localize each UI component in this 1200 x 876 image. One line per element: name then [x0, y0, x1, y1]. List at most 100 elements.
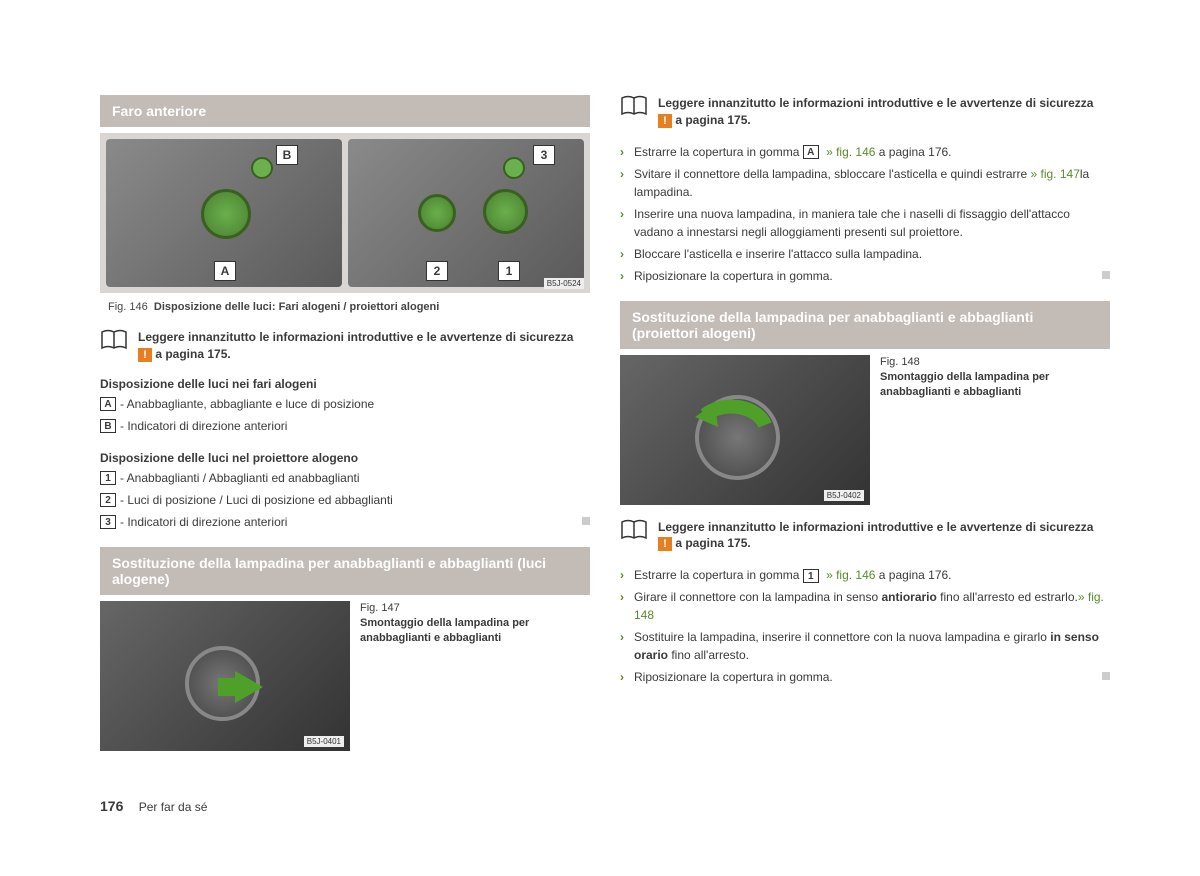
fig146-caption-text: Disposizione delle luci: Fari alogeni / … — [154, 301, 439, 313]
fig146-left-headlight: B A — [106, 139, 342, 287]
bulb-2 — [418, 194, 456, 232]
bulb-1 — [483, 189, 528, 234]
bullet-arrow-icon: › — [620, 267, 634, 285]
bullet-arrow-icon: › — [620, 588, 634, 624]
figure-146: B A 3 2 1 B5J-0524 — [100, 133, 590, 293]
step-b2: › Svitare il connettore della lampadina,… — [620, 165, 1110, 201]
label-1: 1 — [498, 261, 520, 281]
subtitle-proiettore: Disposizione delle luci nel proiettore a… — [100, 451, 590, 465]
figure-148: B5J-0402 — [620, 355, 870, 505]
fig146-code: B5J-0524 — [544, 278, 584, 289]
box-2: 2 — [100, 493, 116, 507]
step-b4: › Bloccare l'asticella e inserire l'atta… — [620, 245, 1110, 263]
fig147-caption: Fig. 147 Smontaggio della lampadina per … — [360, 601, 590, 751]
b2-text: Svitare il connettore della lampadina, s… — [634, 165, 1110, 201]
c1-box: 1 — [803, 569, 819, 583]
info1-p1: Leggere innanzitutto le informazioni int… — [138, 330, 573, 344]
box-B: B — [100, 419, 116, 433]
warn-icon: ! — [658, 114, 672, 128]
step-b3: › Inserire una nuova lampadina, in manie… — [620, 205, 1110, 241]
steps-list-1: › Estrarre la copertura in gomma A » fig… — [620, 143, 1110, 285]
b1-b: a pagina 176. — [875, 145, 951, 159]
label-A: A — [214, 261, 236, 281]
info2-p2: a pagina 175. — [675, 113, 750, 127]
footer-label: Per far da sé — [139, 800, 208, 814]
b1-a: Estrarre la copertura in gomma — [634, 145, 803, 159]
fig147-arrow-icon — [235, 671, 263, 703]
subtitle-fari: Disposizione delle luci nei fari alogeni — [100, 377, 590, 391]
c1-a: Estrarre la copertura in gomma — [634, 568, 803, 582]
fig148-caption: Fig. 148 Smontaggio della lampadina per … — [880, 355, 1110, 505]
box-3: 3 — [100, 515, 116, 529]
info-safety-2: Leggere innanzitutto le informazioni int… — [620, 95, 1110, 129]
info-text-2: Leggere innanzitutto le informazioni int… — [658, 95, 1110, 129]
fig148-arrow-icon — [690, 385, 780, 435]
label-2: 2 — [426, 261, 448, 281]
fig147-code: B5J-0401 — [304, 736, 344, 747]
fig147-text: Smontaggio della lampadina per anabbagli… — [360, 617, 529, 644]
bulb-A — [201, 189, 251, 239]
c2-a: Girare il connettore con la lampadina in… — [634, 590, 881, 604]
c3-b: fino all'arresto. — [668, 648, 749, 662]
figure-147-block: B5J-0401 Fig. 147 Smontaggio della lampa… — [100, 601, 590, 751]
b1-box: A — [803, 145, 819, 159]
section-header-sost-alogene: Sostituzione della lampadina per anabbag… — [100, 547, 590, 595]
b2-link: » fig. 147 — [1031, 167, 1080, 181]
info-text-3: Leggere innanzitutto le informazioni int… — [658, 519, 1110, 553]
step-c1: › Estrarre la copertura in gomma 1 » fig… — [620, 566, 1110, 584]
page-content: Faro anteriore B A 3 2 1 B5J-0524 Fig. 1… — [0, 0, 1200, 765]
b2-a: Svitare il connettore della lampadina, s… — [634, 167, 1031, 181]
fig146-caption: Fig. 146 Disposizione delle luci: Fari a… — [100, 297, 590, 317]
info-text-1: Leggere innanzitutto le informazioni int… — [138, 329, 590, 363]
bullet-arrow-icon: › — [620, 566, 634, 584]
end-marker-2 — [1102, 271, 1110, 279]
c4-wrap: Riposizionare la copertura in gomma. — [634, 668, 1110, 686]
figure-148-block: B5J-0402 Fig. 148 Smontaggio della lampa… — [620, 355, 1110, 505]
book-icon — [620, 519, 648, 541]
label-3: 3 — [533, 145, 555, 165]
fig146-num: Fig. 146 — [108, 301, 148, 313]
def3-text: - Indicatori di direzione anteriori — [120, 515, 287, 529]
step-c2: › Girare il connettore con la lampadina … — [620, 588, 1110, 624]
c1-b: a pagina 176. — [875, 568, 951, 582]
bullet-arrow-icon: › — [620, 668, 634, 686]
def-A: A- Anabbagliante, abbagliante e luce di … — [100, 395, 590, 413]
c3-a: Sostituire la lampadina, inserire il con… — [634, 630, 1050, 644]
info-safety-3: Leggere innanzitutto le informazioni int… — [620, 519, 1110, 553]
warn-icon: ! — [658, 537, 672, 551]
box-A: A — [100, 397, 116, 411]
fig148-code: B5J-0402 — [824, 490, 864, 501]
steps-list-2: › Estrarre la copertura in gomma 1 » fig… — [620, 566, 1110, 686]
info2-p1: Leggere innanzitutto le informazioni int… — [658, 96, 1093, 110]
def-B: B - Indicatori di direzione anteriori — [100, 417, 590, 435]
bullet-arrow-icon: › — [620, 205, 634, 241]
c2-bold: antiorario — [881, 590, 936, 604]
c1-text: Estrarre la copertura in gomma 1 » fig. … — [634, 566, 1110, 584]
bullet-arrow-icon: › — [620, 245, 634, 263]
section-header-faro: Faro anteriore — [100, 95, 590, 127]
def-3: 3 - Indicatori di direzione anteriori — [100, 513, 590, 531]
bulb-B — [251, 157, 273, 179]
right-column: Leggere innanzitutto le informazioni int… — [620, 95, 1110, 765]
bullet-arrow-icon: › — [620, 165, 634, 201]
figure-147: B5J-0401 — [100, 601, 350, 751]
step-c4: › Riposizionare la copertura in gomma. — [620, 668, 1110, 686]
c4-text: Riposizionare la copertura in gomma. — [634, 670, 833, 684]
end-marker-1 — [582, 517, 590, 525]
info3-p1: Leggere innanzitutto le informazioni int… — [658, 520, 1093, 534]
b4-text: Bloccare l'asticella e inserire l'attacc… — [634, 245, 1110, 263]
b3-text: Inserire una nuova lampadina, in maniera… — [634, 205, 1110, 241]
step-c3: › Sostituire la lampadina, inserire il c… — [620, 628, 1110, 664]
step-b1: › Estrarre la copertura in gomma A » fig… — [620, 143, 1110, 161]
box-1: 1 — [100, 471, 116, 485]
label-B: B — [276, 145, 298, 165]
def-2: 2- Luci di posizione / Luci di posizione… — [100, 491, 590, 509]
b1-text: Estrarre la copertura in gomma A » fig. … — [634, 143, 1110, 161]
fig148-text: Smontaggio della lampadina per anabbagli… — [880, 371, 1049, 398]
defB-text: - Indicatori di direzione anteriori — [120, 419, 287, 433]
bullet-arrow-icon: › — [620, 143, 634, 161]
b5-wrap: Riposizionare la copertura in gomma. — [634, 267, 1110, 285]
left-column: Faro anteriore B A 3 2 1 B5J-0524 Fig. 1… — [100, 95, 590, 765]
b5-text: Riposizionare la copertura in gomma. — [634, 269, 833, 283]
page-footer: 176 Per far da sé — [100, 798, 207, 814]
